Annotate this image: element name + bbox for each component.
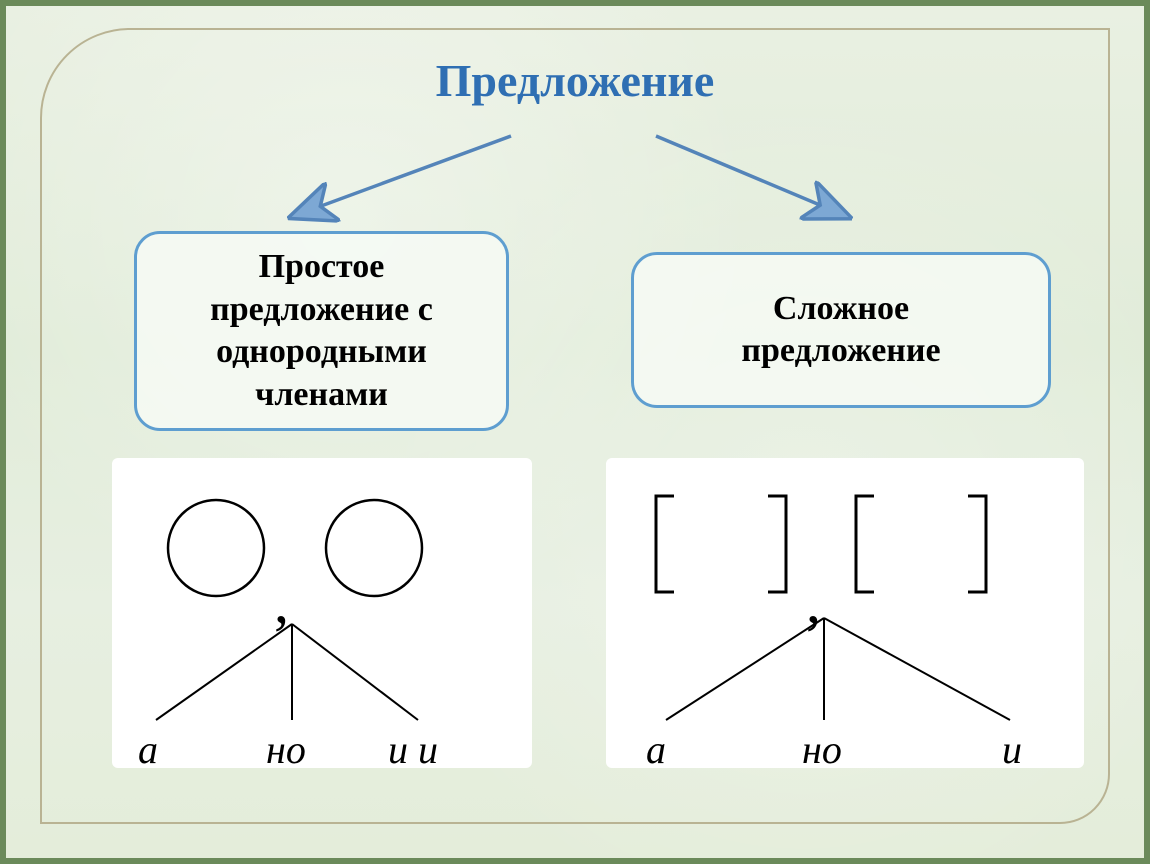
conj-complex-0: а <box>646 726 666 773</box>
conj-complex-2: и <box>1002 726 1022 773</box>
conj-simple-2: и и <box>388 726 438 773</box>
conj-simple-0: а <box>138 726 158 773</box>
box-simple-sentence: Простоепредложение соднороднымичленами <box>134 231 509 431</box>
slide-frame: Предложение Простоепредложение соднородн… <box>0 0 1150 864</box>
schema-panel-simple <box>112 458 532 768</box>
conj-complex-1: но <box>802 726 842 773</box>
comma-simple: , <box>274 568 289 637</box>
schema-panel-complex <box>606 458 1084 768</box>
comma-complex: , <box>806 568 821 637</box>
conj-simple-1: но <box>266 726 306 773</box>
slide-title: Предложение <box>6 54 1144 107</box>
box-complex-sentence: Сложноепредложение <box>631 252 1051 408</box>
